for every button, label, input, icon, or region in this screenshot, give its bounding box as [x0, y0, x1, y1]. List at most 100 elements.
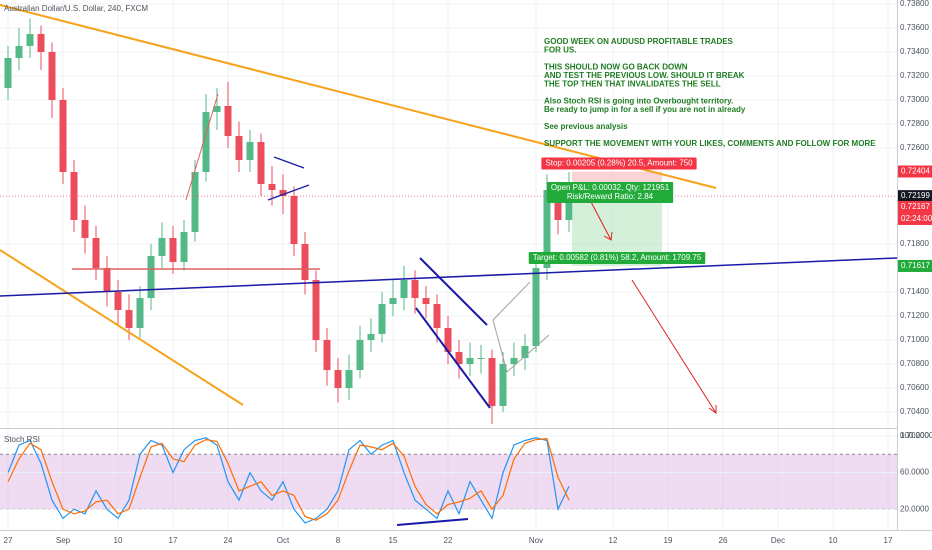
channel-line [506, 334, 550, 373]
x-tick-label: 27 [4, 536, 13, 545]
candle-body [455, 352, 463, 365]
candle-body [224, 105, 232, 136]
x-tick-label: Sep [56, 536, 71, 545]
x-tick-label: 15 [389, 536, 398, 545]
candle-body [510, 358, 518, 365]
x-tick-label: 22 [444, 536, 453, 545]
channel-line [492, 319, 508, 373]
annotation-line: Be ready to jump in for a sell if you ar… [544, 105, 746, 114]
candle-body [477, 358, 485, 360]
candle-body [246, 141, 254, 160]
channel-line [492, 281, 531, 321]
y-tick-label: 0.72800 [900, 119, 929, 128]
indicator-line [7, 437, 570, 524]
candle-body [543, 189, 551, 269]
candle-body [15, 45, 23, 58]
candle-body [334, 370, 342, 389]
candle-body [532, 268, 540, 347]
entry-price-label: 0.72167 [901, 202, 930, 211]
triangle-line [273, 156, 305, 169]
target-label-bg [528, 251, 706, 264]
trendline [0, 4, 717, 189]
y-tick-label: 100.0000 [900, 431, 932, 440]
candle-body [323, 340, 331, 371]
candle-body [367, 334, 375, 341]
x-tick-label: Nov [529, 536, 543, 545]
annotation-line: AND TEST THE PREVIOUS LOW. SHOULD IT BRE… [544, 71, 745, 80]
arrow-head [603, 231, 613, 241]
candle-body [554, 189, 562, 221]
candle-body [378, 304, 386, 335]
candle-body [433, 304, 441, 329]
x-tick-label: 10 [114, 536, 123, 545]
candle-body [488, 358, 496, 407]
y-tick-label: 60.0000 [900, 468, 929, 477]
last-price-label: 0.72199 [901, 191, 930, 200]
candle-body [4, 57, 12, 88]
x-tick-label: 24 [224, 536, 233, 545]
annotation-line: THE TOP THEN THAT INVALIDATES THE SELL [544, 80, 721, 89]
y-tick-label: 0.71000 [900, 335, 929, 344]
indicator-title: Stoch RSI [4, 435, 40, 444]
candle-body [191, 171, 199, 233]
candle-body [499, 364, 507, 407]
candle-body [235, 135, 243, 160]
rsi-trendline [396, 518, 469, 526]
target-label: Target: 0.00582 (0.81%) 58.2, Amount: 17… [533, 253, 702, 262]
candle-body [312, 280, 320, 341]
candle-body [37, 33, 45, 52]
y-tick-label: 0.73200 [900, 71, 929, 80]
labels: Australian Dollar/U.S. Dollar, 240, FXCM… [4, 0, 932, 545]
y-tick-label: 0.73600 [900, 23, 929, 32]
annotation-line: SUPPORT THE MOVEMENT WITH YOUR LIKES, CO… [544, 139, 876, 148]
candle-body [521, 346, 529, 359]
x-tick-label: 17 [884, 536, 893, 545]
y-tick-label: 0.72600 [900, 143, 929, 152]
candle-body [158, 238, 166, 257]
triangle-line [267, 184, 310, 201]
pnl-label: Open P&L: 0.00032, Qty: 121951 [551, 183, 670, 192]
candle-body [125, 310, 133, 329]
chart-title: Australian Dollar/U.S. Dollar, 240, FXCM [4, 4, 148, 13]
last-price-label-bg [898, 190, 932, 203]
target-price-label: 0.71617 [901, 261, 930, 270]
pnl-label-bg [546, 181, 674, 203]
x-tick-label: 26 [719, 536, 728, 545]
candle-body [70, 171, 78, 221]
y-tick-label: 0.73000 [900, 95, 929, 104]
stop-label: Stop: 0.00205 (0.28%) 20.5, Amount: 750 [545, 159, 693, 168]
candle-body [422, 298, 430, 305]
annotation-line: FOR US. [544, 46, 576, 55]
x-tick-label: Dec [771, 536, 785, 545]
y-tick-label: 0.71200 [900, 311, 929, 320]
channel-line [415, 307, 491, 409]
candle-body [279, 189, 287, 196]
candle-body [257, 141, 265, 184]
candle-body [147, 256, 155, 299]
candle-body [92, 238, 100, 269]
candle-body [136, 298, 144, 329]
candle-body [59, 99, 67, 172]
annotation-line: GOOD WEEK ON AUDUSD PROFITABLE TRADES [544, 37, 734, 46]
x-tick-label: 12 [609, 536, 618, 545]
arrow [589, 199, 612, 241]
band-fill [0, 454, 897, 510]
x-tick-label: 17 [169, 536, 178, 545]
y-tick-label: 0.73400 [900, 47, 929, 56]
candle-body [411, 280, 419, 299]
target-price-label-bg [898, 259, 932, 272]
x-tick-label: 8 [336, 536, 341, 545]
annotation-line: See previous analysis [544, 122, 628, 131]
drawings [0, 0, 932, 531]
candle-body [345, 370, 353, 389]
stop-label-bg [541, 157, 697, 170]
candle-body [301, 244, 309, 281]
candle-body [48, 51, 56, 100]
candle-body [356, 340, 364, 371]
countdown-label-bg [898, 212, 932, 225]
candle-body [114, 292, 122, 311]
x-tick-label: Oct [277, 536, 290, 545]
channel-line [419, 257, 488, 326]
candle-body [400, 280, 408, 299]
